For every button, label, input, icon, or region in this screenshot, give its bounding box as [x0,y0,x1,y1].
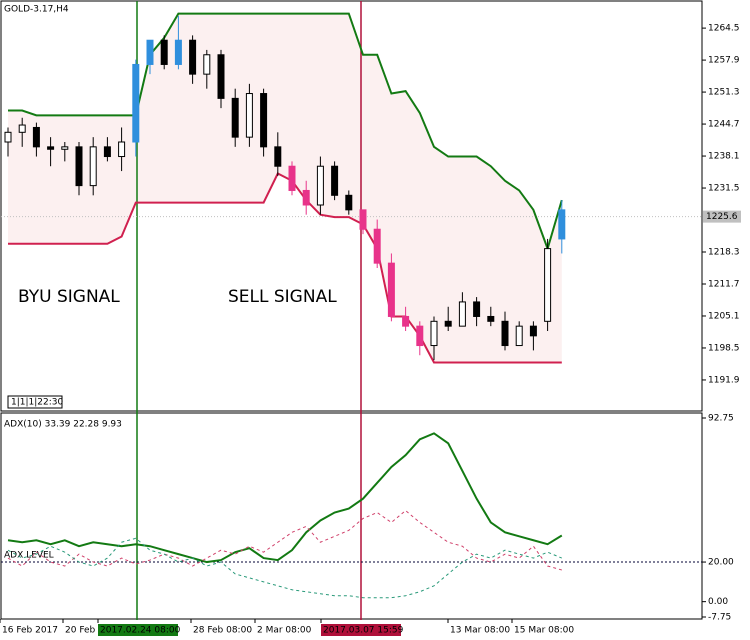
candle-body [89,146,97,187]
candle-body [316,165,324,206]
candle-body [444,320,452,327]
indicator-title: ADX(10) 33.39 22.28 9.93 [4,420,122,430]
candle-body [260,93,268,148]
y2-tick-label: 92.75 [708,414,734,424]
candle-body [544,248,552,322]
level-label: ADX LEVEL [4,551,54,561]
candle-body [430,320,438,347]
channel-upper [8,12,563,252]
x-tick-label: 15 Mar 08:00 [514,626,574,636]
candle-body [18,124,26,133]
band-layer [8,13,562,363]
candle-body [302,189,310,206]
y2-tick-label: -7.75 [708,613,731,623]
current-price-box [703,210,741,223]
candle-body [402,315,410,327]
candle-body [160,39,168,65]
x-tick-label: 28 Feb 08:00 [193,626,252,636]
current-price-label: 1225.6 [706,212,738,222]
candle-body [274,146,282,167]
candle-body [4,131,12,143]
candle-body [245,93,253,138]
candle-body [189,39,197,75]
candle-body [487,315,495,322]
sell-annotation: SELL SIGNAL [228,287,337,307]
channel-lower [8,172,562,364]
y-tick-label: 1231.5 [708,184,740,194]
y2-tick-label: 20.00 [708,558,734,568]
candle-body [174,39,182,65]
candle-body [345,194,353,211]
candle-body [501,320,509,347]
candle-body [515,325,523,347]
y-tick-label: 1211.7 [708,279,740,289]
x-tick-label: 2 Mar 08:00 [257,626,312,636]
candle-body [473,301,481,317]
candle-body [132,63,140,143]
period-label: 1|1|1|22:30 [11,398,63,408]
chart-title: GOLD-3.17,H4 [4,5,69,15]
candle-body [387,262,395,317]
x-tick-label: 2017.02.24 08:00 [100,626,181,636]
candle-body [75,146,83,187]
candle-body [103,146,111,158]
x-tick-label: 16 Feb 2017 [2,626,58,636]
buy-annotation: BYU SIGNAL [18,287,120,307]
candle-body [217,54,225,99]
candle-body [231,97,239,138]
x-tick-label: 13 Mar 08:00 [450,626,510,636]
x-tick-label: 2017.03.07 15:59 [323,626,404,636]
candle-body [61,146,69,150]
candle-body [47,146,55,150]
y-tick-label: 1198.5 [708,343,740,353]
y-tick-label: 1264.5 [708,24,740,34]
y2-tick-label: 0.00 [708,597,728,607]
candle-body [203,54,211,75]
y-tick-label: 1191.9 [708,375,740,385]
indicator-frame [0,412,703,620]
candle-body [146,39,154,65]
y-tick-label: 1257.9 [708,56,740,66]
candle-body [458,301,466,327]
y-tick-label: 1218.3 [708,248,740,258]
x-tick-label: 20 Feb [65,626,96,636]
candle-body [32,126,40,148]
y-tick-label: 1244.7 [708,120,740,130]
channel-band [8,13,562,363]
candle-body [331,165,339,196]
candle-body [529,325,537,337]
candle-body [288,165,296,191]
y-tick-label: 1238.1 [708,152,740,162]
candle-body [359,209,367,230]
y-tick-label: 1251.3 [708,88,740,98]
y-tick-label: 1205.1 [708,311,740,321]
indicator-line [7,509,562,571]
time-highlight [98,624,178,636]
main-frame [0,0,703,412]
candle-body [118,141,126,158]
candle-body [373,228,381,264]
candle-body [416,325,424,347]
indicator-line [7,537,562,599]
time-highlight [321,624,401,636]
candle-body [558,209,566,240]
period-box [7,395,63,409]
indicator-line [7,432,563,564]
